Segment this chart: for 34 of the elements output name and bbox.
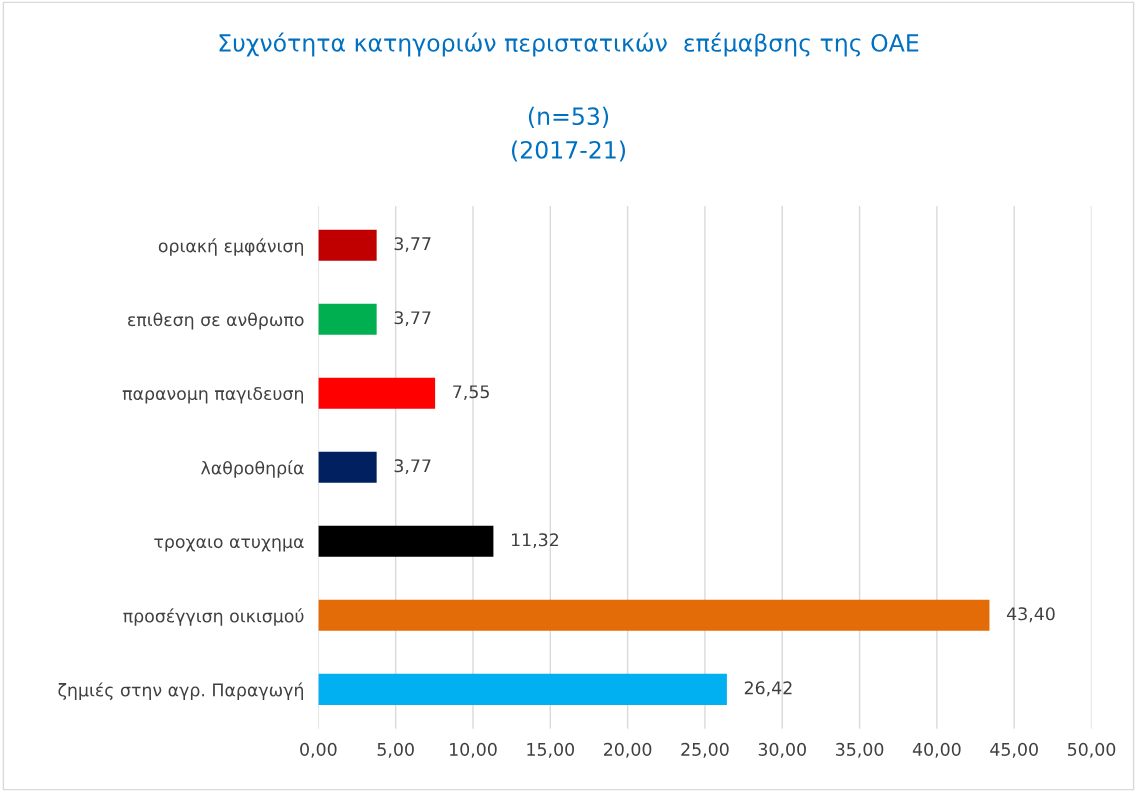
data-label: 7,55 <box>453 385 489 401</box>
x-tick-label: 50,00 <box>1068 742 1116 758</box>
x-tick-label: 0,00 <box>300 742 337 758</box>
y-tick-label: προσέγγιση οικισμού <box>123 608 304 626</box>
x-tick-label: 45,00 <box>990 742 1038 758</box>
y-tick-label: λαθροθηρία <box>201 460 304 478</box>
data-label: 3,77 <box>394 459 431 475</box>
x-tick-label: 20,00 <box>604 742 652 758</box>
x-tick-label: 15,00 <box>527 742 575 758</box>
x-tick-label: 40,00 <box>912 742 961 758</box>
y-tick-label: τροχαιο ατυχημα <box>154 538 304 552</box>
bar <box>318 599 990 631</box>
bar <box>318 525 494 557</box>
bar <box>318 377 436 409</box>
y-tick-label: επιθεση σε ανθρωπο <box>128 312 304 330</box>
chart-title: Συχνότητα κατηγοριών περιστατικών επέμαβσης της ΟΑΕ <box>219 32 919 57</box>
bar <box>318 303 377 335</box>
data-label: 43,40 <box>1006 607 1055 623</box>
x-tick-label: 5,00 <box>377 742 414 758</box>
x-tick-label: 10,00 <box>450 742 497 758</box>
bar <box>318 673 727 705</box>
bar <box>318 451 377 483</box>
bar <box>318 229 377 261</box>
x-tick-label: 30,00 <box>758 742 806 758</box>
y-tick-label: παρανομη παγιδευση <box>122 386 303 404</box>
data-label: 26,42 <box>744 681 792 697</box>
data-label: 3,77 <box>394 237 431 253</box>
chart-subtitle: (n=53) (2017-21) <box>511 106 626 162</box>
y-tick-label: οριακή εμφάνιση <box>158 238 303 256</box>
data-label: 11,32 <box>511 533 559 549</box>
x-tick-label: 35,00 <box>836 742 884 758</box>
y-tick-label: ζημιές στην αγρ. Παραγωγή <box>58 682 303 700</box>
x-tick-label: 25,00 <box>681 742 729 758</box>
data-label: 3,77 <box>394 311 431 327</box>
